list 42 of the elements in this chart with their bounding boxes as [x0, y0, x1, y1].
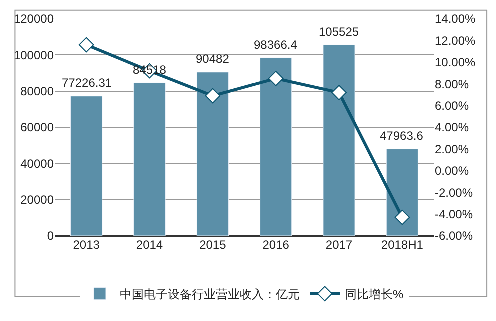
y2-tick-label: 10.00% [435, 56, 476, 70]
x-tick-label: 2017 [326, 238, 353, 252]
legend-label: 同比增长% [345, 288, 404, 302]
x-tick-label: 2018H1 [381, 238, 424, 252]
y2-tick-label: 12.00% [435, 34, 476, 48]
x-tick-label: 2014 [136, 238, 164, 252]
y2-tick-label: 4.00% [435, 120, 470, 135]
y2-tick-label: 14.00% [435, 12, 476, 26]
x-tick-label: 2015 [200, 238, 227, 252]
y2-tick-label: 0.00% [435, 164, 470, 178]
bar [134, 82, 166, 236]
y2-tick-label: 2.00% [435, 142, 470, 156]
point [394, 210, 410, 226]
data-label: 47963.6 [380, 129, 424, 143]
y2-tick-label: -2.00% [435, 186, 474, 200]
x-tick-label: 2013 [73, 238, 100, 252]
y-tick-label: 120000 [14, 12, 54, 26]
point [78, 37, 94, 53]
x-tick-label: 2016 [262, 238, 290, 252]
bar [260, 58, 292, 236]
bar [323, 44, 356, 236]
y-tick-label: 40000 [20, 156, 54, 171]
data-label: 105525 [319, 25, 360, 39]
legend-label: 中国电子设备行业营业收入：亿元 [120, 288, 300, 302]
bar [196, 72, 229, 236]
point [332, 85, 347, 100]
point [205, 88, 221, 104]
data-label: 77226.31 [62, 76, 112, 90]
y2-tick-label: 8.00% [435, 77, 470, 92]
bar [70, 96, 103, 236]
bar [386, 149, 418, 236]
point [268, 71, 284, 86]
y2-tick-label: 6.00% [435, 99, 470, 113]
y-tick-label: 80000 [20, 84, 54, 99]
y2-tick-label: -6.00% [435, 229, 474, 244]
y-tick-label: 100000 [14, 48, 54, 62]
data-label: 90482 [196, 52, 230, 66]
data-label: 98366.4 [254, 38, 298, 52]
y-tick-label: 20000 [20, 193, 54, 208]
y2-tick-label: -4.00% [435, 208, 474, 222]
y-tick-label: 0 [47, 229, 54, 244]
y-tick-label: 60000 [20, 120, 54, 135]
